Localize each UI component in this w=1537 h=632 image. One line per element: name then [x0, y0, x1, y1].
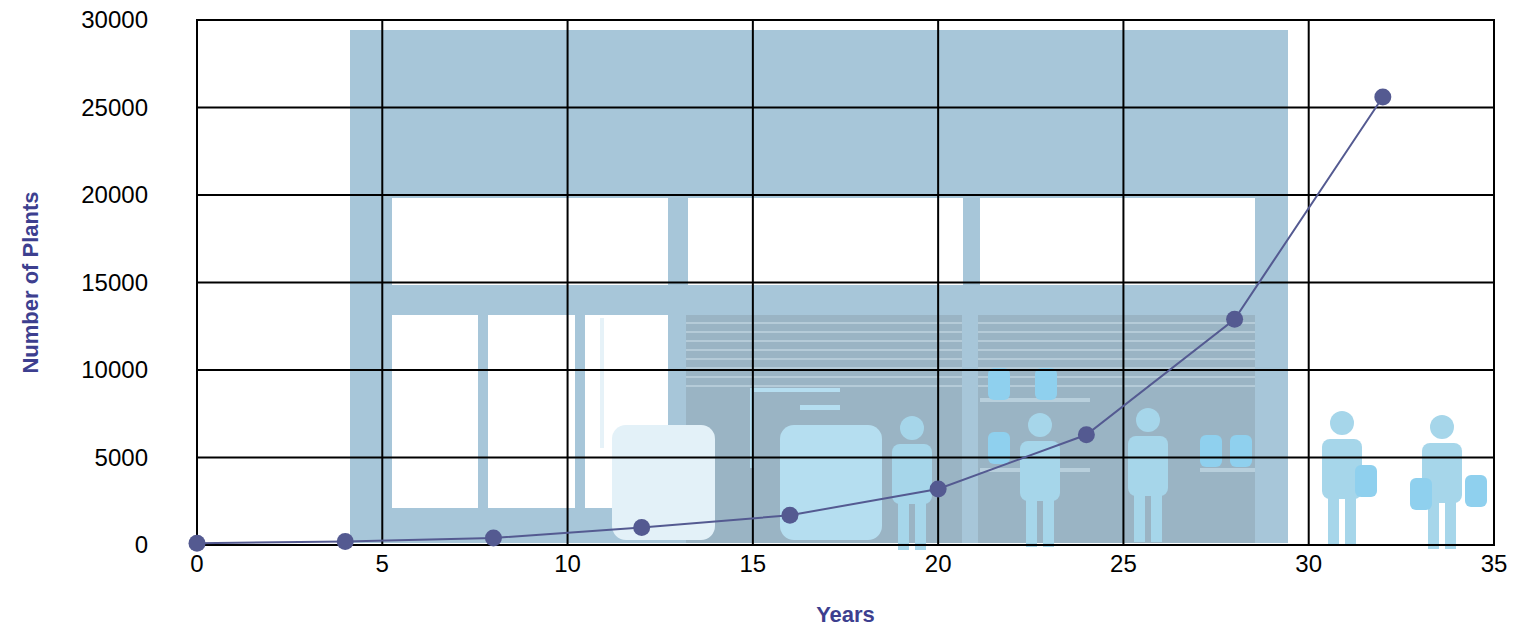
plot-frame [197, 20, 1494, 545]
illustration-shape [1200, 468, 1255, 472]
illustration-shape [1035, 368, 1057, 400]
illustration-shape [1136, 408, 1160, 432]
illustration-shape [1430, 415, 1454, 439]
illustration-shape [750, 388, 840, 392]
y-tick-label: 15000 [81, 269, 148, 296]
x-tick-label: 10 [554, 550, 581, 577]
illustration-shape [1043, 495, 1054, 547]
grid-line [197, 282, 1494, 284]
illustration-shape [988, 432, 1010, 464]
x-tick-label: 0 [190, 550, 203, 577]
y-axis-title: Number of Plants [18, 191, 43, 373]
illustration-shape [915, 498, 926, 550]
illustration-shape [600, 318, 604, 448]
illustration-shape [392, 198, 668, 285]
data-point [633, 519, 650, 536]
x-tick-label: 35 [1481, 550, 1508, 577]
illustration-shape [1465, 475, 1487, 507]
x-tick-label: 20 [925, 550, 952, 577]
illustration-shape [1026, 495, 1037, 547]
illustration-shape [1151, 490, 1162, 542]
illustration-shape [898, 498, 909, 550]
illustration-shape [392, 315, 478, 508]
illustration-shape [780, 425, 882, 540]
data-point [485, 530, 502, 547]
grid-line [197, 194, 1494, 196]
illustration-shape [980, 198, 1255, 285]
data-layer [189, 89, 1392, 552]
data-point [189, 535, 206, 552]
illustration-shape [800, 405, 840, 410]
illustration-shape [688, 198, 963, 285]
x-tick-label: 30 [1295, 550, 1322, 577]
x-tick-label: 15 [740, 550, 767, 577]
data-point [1374, 89, 1391, 106]
data-point [1226, 311, 1243, 328]
illustration-shape [1128, 436, 1168, 496]
data-point [337, 533, 354, 550]
x-axis-title: Years [816, 602, 875, 627]
illustration-shape [1445, 497, 1456, 549]
illustration-shape [1134, 490, 1145, 542]
illustration-shape [1330, 411, 1354, 435]
illustration-shape [988, 368, 1010, 400]
data-point [930, 481, 947, 498]
illustration-shape [1020, 441, 1060, 501]
grid-line [197, 457, 1494, 459]
illustration-shape [686, 315, 1255, 543]
grid-line [197, 369, 1494, 371]
chart: 0 5 10 15 20 25 30 35 0 5000 10000 15000 20000 25000 3… [0, 0, 1537, 632]
y-tick-label: 25000 [81, 94, 148, 121]
y-tick-label: 20000 [81, 181, 148, 208]
illustration-shape [900, 416, 924, 440]
data-point [781, 507, 798, 524]
illustration-shape [1230, 435, 1252, 467]
illustration-shape [1028, 413, 1052, 437]
illustration-shape [1345, 493, 1356, 545]
grid-line [197, 107, 1494, 109]
illustration-shape [1410, 478, 1432, 510]
illustration-shape [962, 315, 978, 543]
y-tick-label: 10000 [81, 356, 148, 383]
y-tick-label: 0 [135, 531, 148, 558]
y-tick-label: 5000 [95, 444, 148, 471]
illustration-shape [1355, 465, 1377, 497]
x-tick-label: 5 [376, 550, 389, 577]
illustration-shape [488, 315, 575, 508]
grid [197, 20, 1494, 545]
data-line [197, 97, 1383, 543]
illustration-shape [892, 444, 932, 504]
y-tick-label: 30000 [81, 6, 148, 33]
data-point [1078, 426, 1095, 443]
illustration-shape [1200, 435, 1222, 467]
x-tick-label: 25 [1110, 550, 1137, 577]
illustration-shape [1328, 493, 1339, 545]
